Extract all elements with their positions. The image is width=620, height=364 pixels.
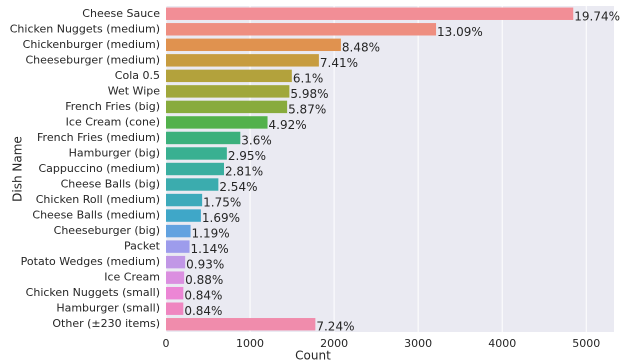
y-tick-label: Packet — [124, 240, 161, 253]
value-label: 2.95% — [228, 149, 266, 163]
y-tick-label: Potato Wedges (medium) — [21, 255, 160, 268]
value-label: 0.84% — [184, 289, 222, 303]
bar — [166, 147, 227, 160]
y-axis-label: Dish Name — [11, 136, 25, 202]
value-label: 8.48% — [342, 40, 380, 54]
x-tick-label: 0 — [163, 337, 170, 350]
bar — [166, 302, 184, 315]
value-label: 5.87% — [288, 102, 326, 116]
value-label: 0.93% — [186, 258, 224, 272]
bar — [166, 85, 290, 98]
bar — [166, 69, 292, 83]
y-tick-label: Ice Cream (cone) — [66, 115, 160, 128]
y-tick-label: Cappuccino (medium) — [39, 162, 161, 175]
bar — [166, 178, 219, 191]
y-tick-label: Cheese Balls (big) — [61, 178, 160, 191]
value-label: 1.14% — [191, 242, 229, 256]
y-tick-label: Chickenburger (medium) — [23, 38, 160, 51]
value-label: 19.74% — [574, 9, 620, 23]
value-label: 1.19% — [192, 227, 230, 241]
bar — [166, 38, 341, 52]
value-label: 0.84% — [184, 304, 222, 318]
x-tick-label: 1000 — [236, 337, 264, 350]
value-label: 2.81% — [225, 165, 263, 179]
bar — [166, 7, 574, 20]
value-label: 7.41% — [320, 56, 358, 70]
bar — [166, 54, 319, 67]
y-tick-label: Cheeseburger (big) — [54, 224, 160, 237]
value-label: 7.24% — [316, 320, 354, 334]
bar — [166, 209, 201, 222]
y-tick-label: Hamburger (small) — [56, 302, 160, 315]
bar — [166, 224, 191, 238]
value-label: 0.88% — [185, 273, 223, 287]
y-tick-label: Wet Wipe — [108, 84, 160, 97]
bar — [166, 286, 184, 300]
value-label: 3.6% — [241, 133, 271, 147]
y-tick-label: Cheese Sauce — [82, 7, 160, 20]
bar — [166, 100, 288, 114]
bar — [166, 131, 241, 145]
bar — [166, 193, 203, 207]
y-tick-label: Chicken Nuggets (medium) — [10, 22, 160, 35]
y-tick-label: Cheese Balls (medium) — [32, 209, 160, 222]
value-label: 13.09% — [437, 25, 483, 39]
bar — [166, 318, 316, 331]
y-tick-label: Cola 0.5 — [115, 69, 160, 82]
x-axis-label: Count — [295, 349, 331, 363]
bar — [166, 23, 437, 36]
y-tick-label: Hamburger (big) — [69, 146, 160, 159]
y-tick-label: French Fries (big) — [65, 100, 160, 113]
y-tick-label: Cheeseburger (medium) — [25, 53, 160, 66]
x-tick-label: 3000 — [404, 337, 432, 350]
y-tick-label: Chicken Roll (medium) — [36, 193, 160, 206]
bar — [166, 240, 190, 253]
value-label: 1.69% — [202, 211, 240, 225]
y-tick-label: Other (±230 items) — [52, 317, 160, 330]
y-tick-label: French Fries (medium) — [37, 131, 160, 144]
bar — [166, 116, 268, 129]
value-label: 1.75% — [203, 196, 241, 210]
bar — [166, 271, 185, 284]
value-label: 4.92% — [269, 118, 307, 132]
x-tick-label: 2000 — [320, 337, 348, 350]
y-tick-label: Chicken Nuggets (small) — [26, 286, 160, 299]
bar — [166, 255, 186, 269]
value-label: 2.54% — [219, 180, 257, 194]
x-tick-label: 5000 — [572, 337, 600, 350]
value-label: 6.1% — [293, 71, 324, 85]
y-tick-label: Ice Cream — [104, 271, 160, 284]
value-label: 5.98% — [290, 87, 328, 101]
bar — [166, 162, 224, 176]
x-tick-label: 4000 — [488, 337, 516, 350]
